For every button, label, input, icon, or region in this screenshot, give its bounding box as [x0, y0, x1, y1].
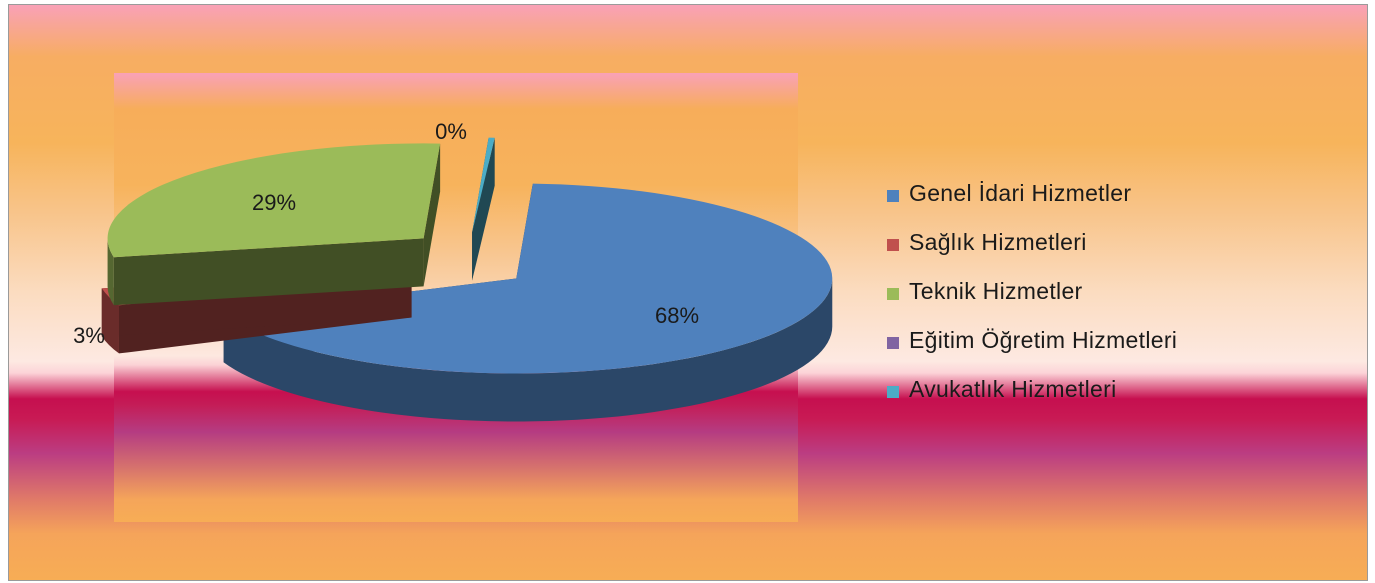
pie-data-labels: 68% 3% 29% 0% — [73, 119, 699, 348]
slice-side-wall — [423, 143, 441, 287]
legend-swatch — [887, 288, 899, 300]
data-label: 29% — [252, 190, 296, 215]
data-label: 68% — [655, 303, 699, 328]
legend-label: Genel İdari Hizmetler — [909, 180, 1132, 206]
slice-top-face — [472, 137, 495, 233]
slice-side-wall — [113, 238, 424, 306]
data-label: 3% — [73, 323, 105, 348]
slice-top-face — [107, 143, 441, 258]
slice-side-wall — [472, 137, 495, 281]
slice-outer-wall — [107, 238, 114, 306]
chart-frame: 68% 3% 29% 0% Genel İdari Hizmetler Sağlık … — [8, 4, 1368, 581]
pie-slice — [472, 137, 495, 281]
slice-top-face — [223, 183, 833, 374]
slice-outer-wall — [223, 278, 833, 422]
pie-slice — [107, 143, 441, 306]
legend-swatch — [887, 337, 899, 349]
legend-label: Teknik Hizmetler — [909, 278, 1083, 304]
pie-chart: 68% 3% 29% 0% — [73, 119, 833, 422]
legend-label: Avukatlık Hizmetleri — [909, 376, 1117, 402]
legend-label: Eğitim Öğretim Hizmetleri — [909, 327, 1178, 353]
legend-swatch — [887, 190, 899, 202]
legend-swatch — [887, 239, 899, 251]
legend-swatch — [887, 386, 899, 398]
data-label: 0% — [435, 119, 467, 144]
pie-slices — [101, 137, 833, 422]
legend-label: Sağlık Hizmetleri — [909, 229, 1087, 255]
